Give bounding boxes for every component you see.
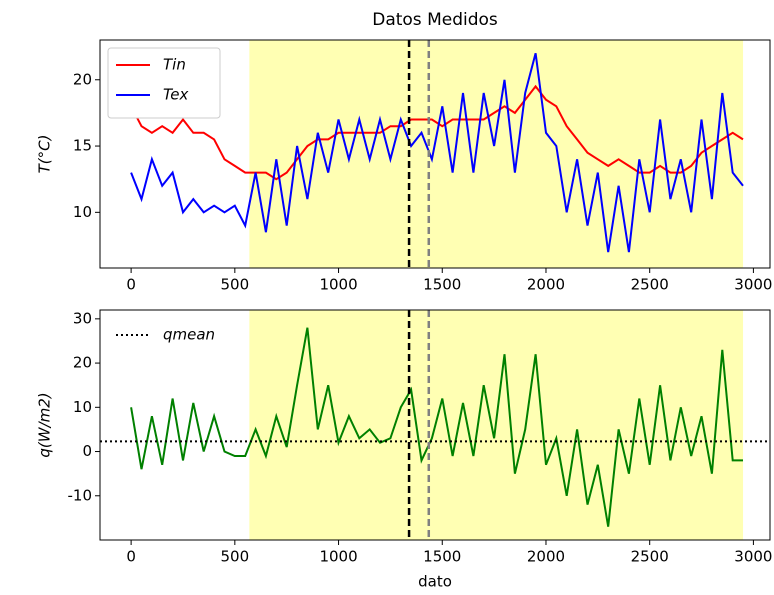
x-tick-label: 2500: [631, 548, 669, 566]
x-tick-label: 1500: [423, 548, 461, 566]
x-tick-label: 500: [221, 548, 250, 566]
y-axis-label: q(W/m2): [36, 392, 54, 457]
y-tick-label: 20: [73, 354, 92, 372]
y-axis-label: T(°C): [36, 135, 54, 174]
plot-frame: [99, 309, 771, 541]
x-tick-label: 0: [126, 276, 136, 294]
x-tick-label: 3000: [734, 548, 772, 566]
y-tick-label: 10: [73, 203, 92, 221]
legend-label: Tex: [163, 86, 189, 104]
legend-label: qmean: [163, 326, 215, 344]
y-tick-label: 30: [73, 309, 92, 327]
data-line: [130, 53, 744, 253]
x-tick-label: 2000: [527, 548, 565, 566]
y-tick-label: 0: [82, 442, 92, 460]
plot-frame: [99, 39, 771, 269]
x-tick-label: 3000: [734, 276, 772, 294]
y-tick-label: 10: [73, 398, 92, 416]
legend-label: Tin: [163, 56, 186, 74]
x-tick-label: 2500: [631, 276, 669, 294]
chart-title: Datos Medidos: [372, 10, 498, 30]
x-axis-label: dato: [418, 573, 452, 591]
data-line: [130, 327, 743, 527]
x-tick-label: 500: [221, 276, 250, 294]
x-tick-label: 1500: [423, 276, 461, 294]
y-tick-label: 15: [73, 137, 92, 155]
x-tick-label: 2000: [527, 276, 565, 294]
x-tick-label: 0: [126, 548, 136, 566]
y-tick-label: 20: [73, 70, 92, 88]
x-tick-label: 1000: [319, 276, 357, 294]
x-tick-label: 1000: [319, 548, 357, 566]
y-tick-label: -10: [68, 486, 93, 504]
